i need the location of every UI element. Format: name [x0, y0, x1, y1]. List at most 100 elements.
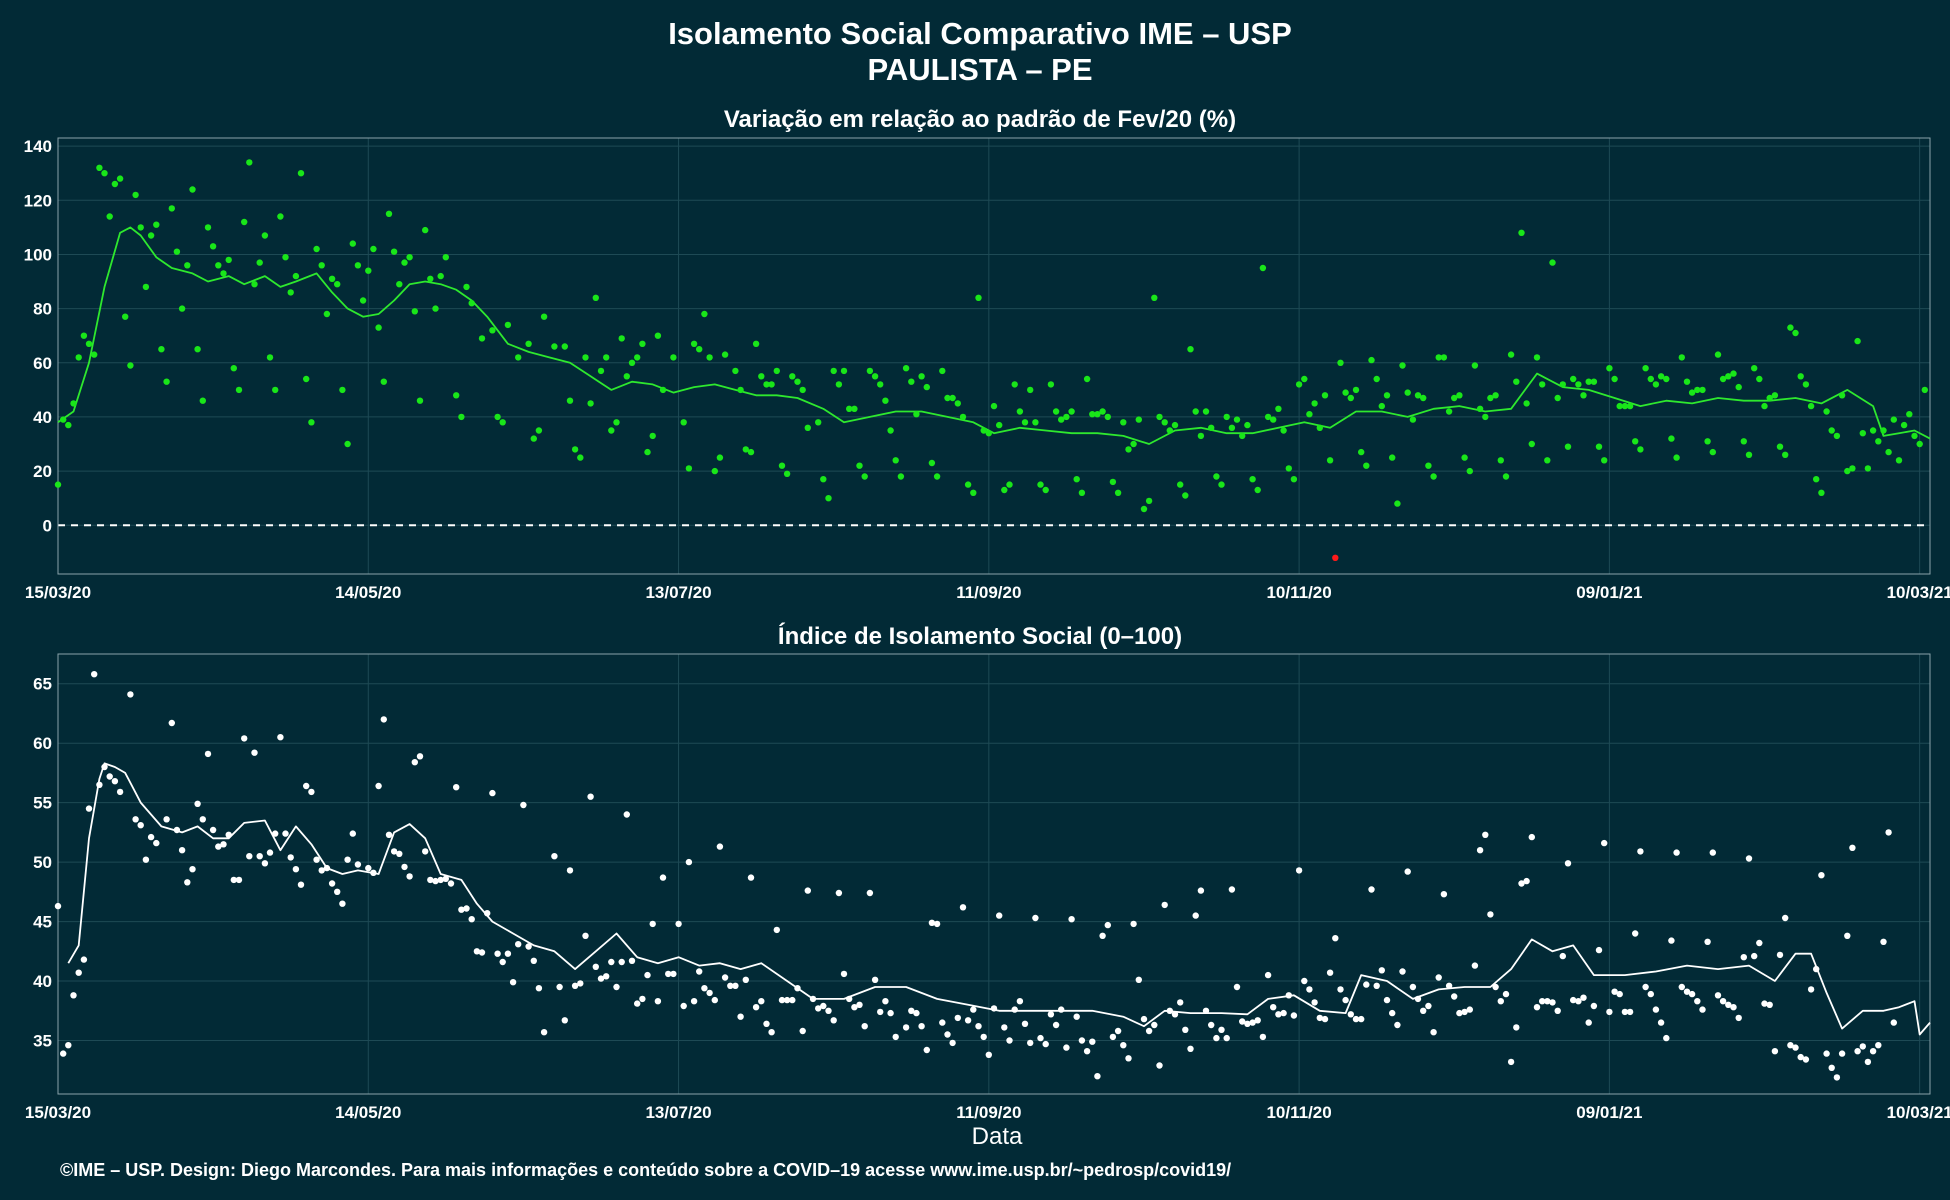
variation-panel-border: [57, 137, 1931, 575]
variation-data-point: [1714, 351, 1722, 358]
variation-data-point: [1854, 337, 1861, 345]
variation-data-point: [1032, 419, 1039, 426]
variation-data-point: [1233, 416, 1241, 423]
variation-data-point: [1301, 375, 1308, 383]
variation-data-point: [1657, 373, 1665, 380]
index-data-point: [1761, 1000, 1768, 1007]
index-data-point: [1109, 1033, 1117, 1041]
variation-data-point: [1130, 440, 1137, 448]
index-data-point: [918, 1022, 925, 1030]
variation-data-point: [1011, 381, 1018, 388]
index-data-point: [1880, 938, 1887, 945]
index-data-point: [1451, 993, 1458, 1000]
index-data-point: [835, 889, 843, 897]
variation-data-point: [1637, 446, 1644, 453]
variation-data-point: [892, 457, 899, 464]
variation-data-point: [1642, 365, 1649, 372]
variation-data-point: [582, 354, 589, 361]
index-data-point: [1120, 1042, 1127, 1049]
figure-subtitle: PAULISTA – PE: [867, 52, 1092, 87]
index-data-point: [499, 958, 506, 966]
variation-data-point: [794, 378, 801, 385]
index-data-point: [328, 880, 336, 887]
index-data-point: [1771, 1048, 1779, 1055]
variation-data-point: [1409, 416, 1417, 423]
variation-data-point: [1678, 354, 1686, 361]
index-data-point: [1616, 990, 1623, 998]
variation-data-point: [1828, 427, 1835, 434]
variation-data-point: [101, 170, 108, 177]
variation-data-point: [1559, 381, 1567, 388]
variation-data-point: [577, 454, 584, 461]
variation-data-point: [272, 386, 279, 394]
index-data-point: [1016, 998, 1024, 1005]
index-data-point: [1399, 968, 1406, 975]
variation-data-point: [406, 254, 413, 261]
index-data-point: [1430, 1029, 1437, 1036]
variation-data-point: [1161, 419, 1168, 426]
index-data-point: [1239, 1018, 1246, 1025]
variation-data-point: [292, 272, 300, 280]
index-data-point: [91, 671, 98, 678]
variation-data-point: [1663, 375, 1670, 383]
index-data-point: [70, 992, 77, 999]
index-data-point: [1161, 901, 1168, 909]
index-data-point: [644, 971, 651, 979]
variation-data-point: [147, 232, 155, 239]
variation-data-point: [1694, 386, 1701, 394]
variation-data-point: [199, 397, 206, 404]
index-data-point: [1151, 1021, 1158, 1029]
index-data-point: [1854, 1048, 1861, 1055]
variation-data-point: [215, 262, 222, 269]
index-data-point: [1068, 916, 1075, 923]
variation-panel: 15/03/20 14/05/20 13/07/20 11/09/20 10/11/20…: [24, 137, 1950, 602]
index-data-point: [1549, 999, 1556, 1006]
variation-data-point: [1647, 375, 1655, 383]
variation-data-point: [194, 346, 201, 353]
variation-data-point: [1383, 392, 1391, 399]
variation-data-point: [634, 354, 641, 361]
variation-data-point: [230, 365, 237, 372]
index-data-point: [783, 996, 791, 1004]
index-data-point: [1585, 1019, 1592, 1026]
index-data-point: [1756, 939, 1763, 947]
index-data-point: [1740, 954, 1748, 961]
variation-data-point: [1813, 476, 1820, 483]
variation-data-point: [1223, 413, 1230, 421]
variation-data-point: [835, 381, 843, 388]
variation-data-point: [1564, 443, 1572, 450]
index-data-point: [566, 867, 574, 874]
variation-data-point: [535, 427, 543, 434]
index-data-point: [1528, 833, 1536, 841]
variation-data-point: [178, 305, 186, 312]
variation-data-point: [1202, 408, 1210, 415]
index-data-point: [1544, 998, 1551, 1005]
variation-data-point: [1709, 448, 1717, 456]
index-data-point: [1564, 860, 1572, 867]
variation-data-point: [1073, 476, 1080, 483]
index-data-point: [571, 982, 579, 989]
variation-data-point: [830, 367, 837, 375]
variation-data-point: [370, 245, 377, 253]
variation-data-point: [1725, 373, 1732, 380]
variation-data-point: [1735, 383, 1742, 391]
variation-data-point: [1911, 432, 1918, 440]
index-data-point: [959, 904, 967, 911]
index-data-point: [168, 719, 175, 727]
index-data-point: [1497, 998, 1505, 1005]
variation-data-point: [504, 321, 512, 329]
index-data-point: [453, 784, 460, 791]
variation-data-point: [1078, 489, 1086, 496]
variation-data-point: [1921, 386, 1929, 394]
index-data-point: [406, 873, 413, 880]
variation-data-point: [344, 440, 351, 448]
index-data-point: [473, 948, 481, 955]
variation-data-point: [846, 405, 853, 412]
index-data-point: [1001, 1024, 1008, 1031]
index-data-point: [437, 876, 444, 884]
index-panel-title: Índice de Isolamento Social (0–100): [778, 622, 1182, 650]
variation-data-point: [1420, 394, 1427, 402]
index-data-point: [1326, 969, 1334, 976]
variation-data-point: [1440, 354, 1448, 361]
variation-data-point: [1844, 467, 1851, 475]
